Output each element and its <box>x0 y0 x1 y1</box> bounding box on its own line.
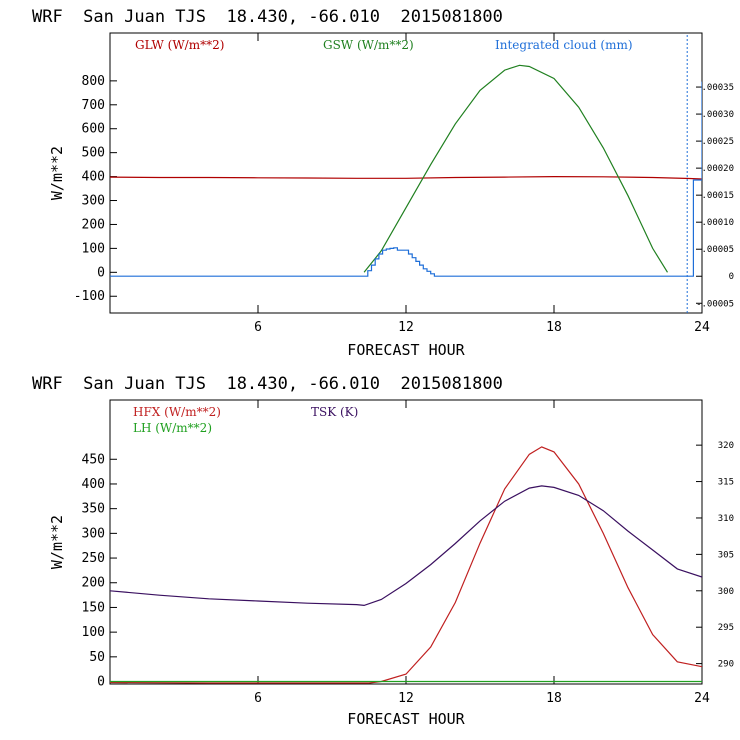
x-tick-label: 12 <box>398 320 414 335</box>
legend-entry: Integrated cloud (mm) <box>495 38 633 52</box>
plot-frame <box>109 399 703 685</box>
right-tick-label: 300 <box>718 587 734 597</box>
right-tick-label: .00025 <box>701 137 734 147</box>
y-tick-label: 400 <box>82 477 105 492</box>
x-axis-label: FORECAST HOUR <box>347 341 465 359</box>
y-tick-label: 800 <box>82 74 105 89</box>
right-tick-label: -.00005 <box>696 299 734 309</box>
right-tick-label: 305 <box>718 550 734 560</box>
series-glw <box>110 175 702 180</box>
x-tick-label: 6 <box>254 320 262 335</box>
right-tick-label: 0 <box>729 272 734 282</box>
right-tick-label: 295 <box>718 623 734 633</box>
y-tick-label: 150 <box>82 600 105 615</box>
series-gsw <box>363 64 669 273</box>
y-tick-label: 600 <box>82 122 105 137</box>
x-tick-label: 24 <box>694 320 710 335</box>
y-tick-label: 700 <box>82 98 105 113</box>
chart-panel-2: WRF San Juan TJS 18.430, -66.010 2015081… <box>32 374 734 728</box>
chart-title: WRF San Juan TJS 18.430, -66.010 2015081… <box>32 374 503 394</box>
y-tick-label: 300 <box>82 526 105 541</box>
right-tick-label: .00015 <box>701 191 734 201</box>
right-tick-label: .00020 <box>701 164 734 174</box>
y-tick-label: 500 <box>82 146 105 161</box>
right-tick-label: .00010 <box>701 218 734 228</box>
y-tick-label: 0 <box>97 265 105 280</box>
x-axis-label: FORECAST HOUR <box>347 710 465 728</box>
chart-title: WRF San Juan TJS 18.430, -66.010 2015081… <box>32 7 503 27</box>
x-tick-label: 6 <box>254 691 262 706</box>
legend-entry: TSK (K) <box>311 405 358 419</box>
legend-entry: LH (W/m**2) <box>133 421 212 435</box>
x-tick-label: 18 <box>546 320 562 335</box>
y-tick-label: 350 <box>82 502 105 517</box>
y-axis-label: W/m**2 <box>48 146 66 200</box>
y-tick-label: 300 <box>82 194 105 209</box>
series-tsk <box>110 485 702 607</box>
right-tick-label: .00030 <box>701 110 734 120</box>
legend-entry: GSW (W/m**2) <box>323 38 414 52</box>
right-tick-label: 290 <box>718 660 734 670</box>
right-tick-label: .00035 <box>701 83 734 93</box>
right-tick-label: 310 <box>718 514 734 524</box>
chart-panel-1: WRF San Juan TJS 18.430, -66.010 2015081… <box>32 7 734 359</box>
y-tick-label: 100 <box>82 625 105 640</box>
legend-entry: GLW (W/m**2) <box>135 38 224 52</box>
x-tick-label: 18 <box>546 691 562 706</box>
series-integrated <box>110 81 702 277</box>
y-tick-label: 200 <box>82 576 105 591</box>
right-tick-label: 315 <box>718 478 734 488</box>
legend-entry: HFX (W/m**2) <box>133 405 221 419</box>
y-tick-label: 450 <box>82 452 105 467</box>
y-tick-label: 50 <box>89 650 105 665</box>
y-tick-label: 100 <box>82 241 105 256</box>
y-tick-label: 250 <box>82 551 105 566</box>
y-tick-label: -100 <box>74 289 105 304</box>
right-tick-label: .00005 <box>701 245 734 255</box>
y-tick-label: 400 <box>82 170 105 185</box>
y-axis-label: W/m**2 <box>48 515 66 569</box>
y-tick-label: 200 <box>82 217 105 232</box>
x-tick-label: 24 <box>694 691 710 706</box>
right-tick-label: 320 <box>718 441 734 451</box>
y-tick-label: 0 <box>97 675 105 690</box>
plot-frame <box>109 32 703 314</box>
x-tick-label: 12 <box>398 691 414 706</box>
series-hfx <box>110 446 702 684</box>
